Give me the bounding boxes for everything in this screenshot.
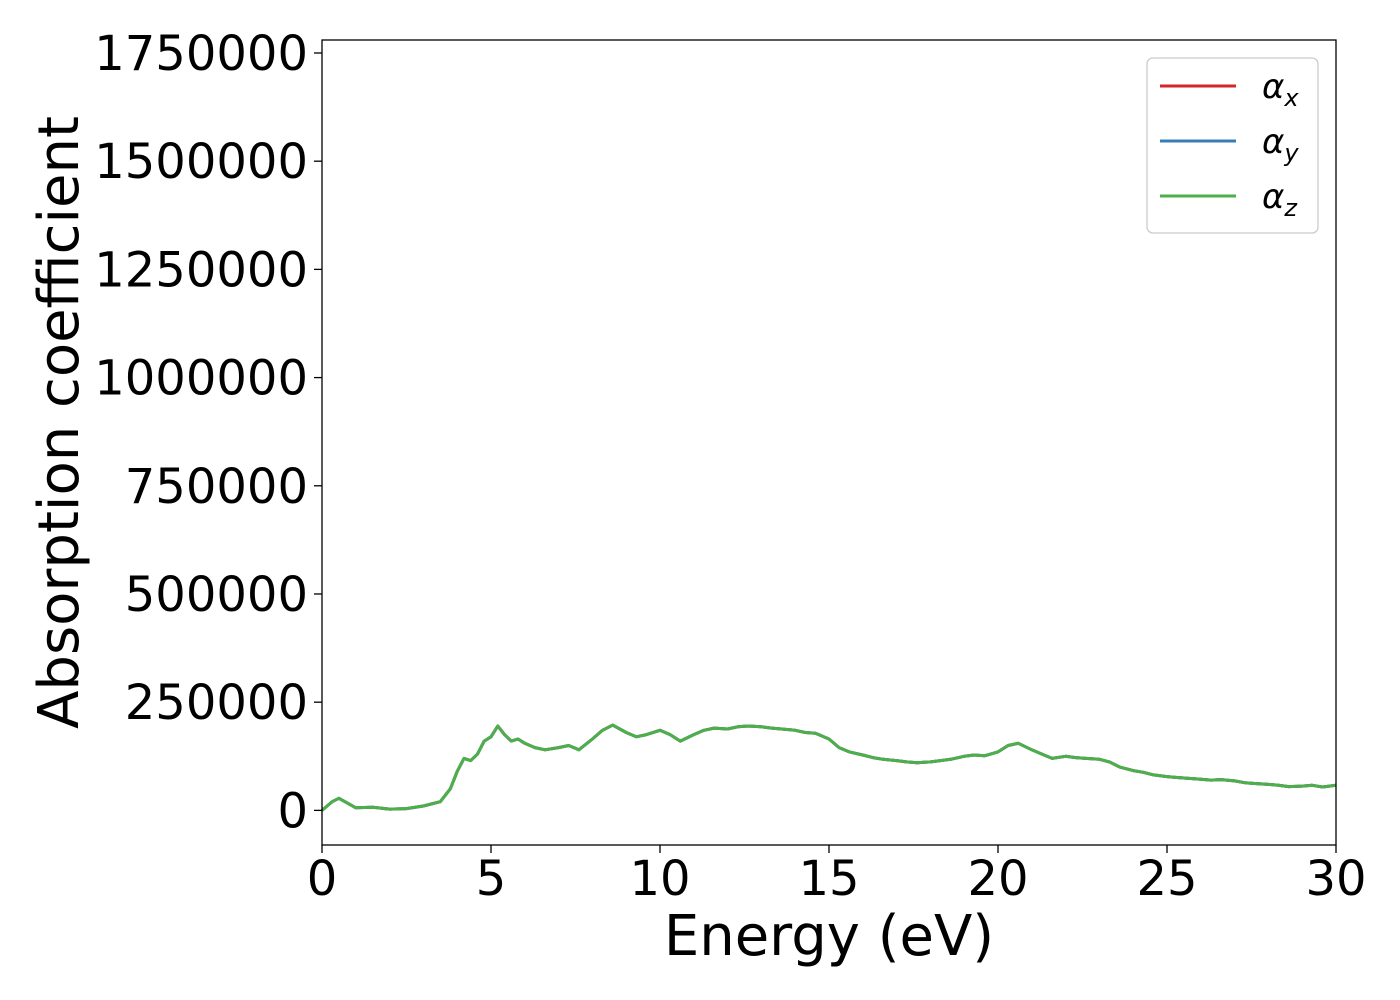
x-tick-label: 5 bbox=[476, 851, 507, 907]
x-axis-ticks: 0 5 10 15 20 25 30 bbox=[307, 845, 1367, 907]
x-tick-label: 20 bbox=[967, 851, 1028, 907]
legend-label-z: αz bbox=[1262, 177, 1298, 222]
series-line-z bbox=[321, 723, 1337, 812]
y-tick-label: 1250000 bbox=[94, 242, 308, 298]
y-tick-label: 500000 bbox=[125, 567, 308, 623]
plot-frame bbox=[321, 39, 1337, 846]
y-tick-label: 1500000 bbox=[94, 134, 308, 190]
y-tick-label: 750000 bbox=[125, 459, 308, 515]
x-tick-label: 0 bbox=[307, 851, 338, 907]
legend: αx αy αz bbox=[1146, 57, 1319, 234]
y-axis-ticks: 0 250000 500000 750000 1000000 1250000 1500000… bbox=[94, 26, 322, 839]
legend-label-x: αx bbox=[1262, 67, 1299, 112]
x-axis-label: Energy (eV) bbox=[664, 904, 994, 969]
x-tick-label: 15 bbox=[798, 851, 859, 907]
x-tick-label: 30 bbox=[1305, 851, 1366, 907]
legend-box bbox=[1146, 57, 1319, 234]
x-tick-label: 25 bbox=[1136, 851, 1197, 907]
y-axis-label: Absorption coefficient bbox=[27, 116, 92, 729]
series-layer bbox=[321, 723, 1337, 812]
x-tick-label: 10 bbox=[629, 851, 690, 907]
y-tick-label: 1000000 bbox=[94, 351, 308, 407]
y-tick-label: 1750000 bbox=[94, 26, 308, 82]
legend-label-y: αy bbox=[1262, 122, 1299, 167]
y-tick-label: 250000 bbox=[125, 675, 308, 731]
y-tick-label: 0 bbox=[277, 783, 308, 839]
